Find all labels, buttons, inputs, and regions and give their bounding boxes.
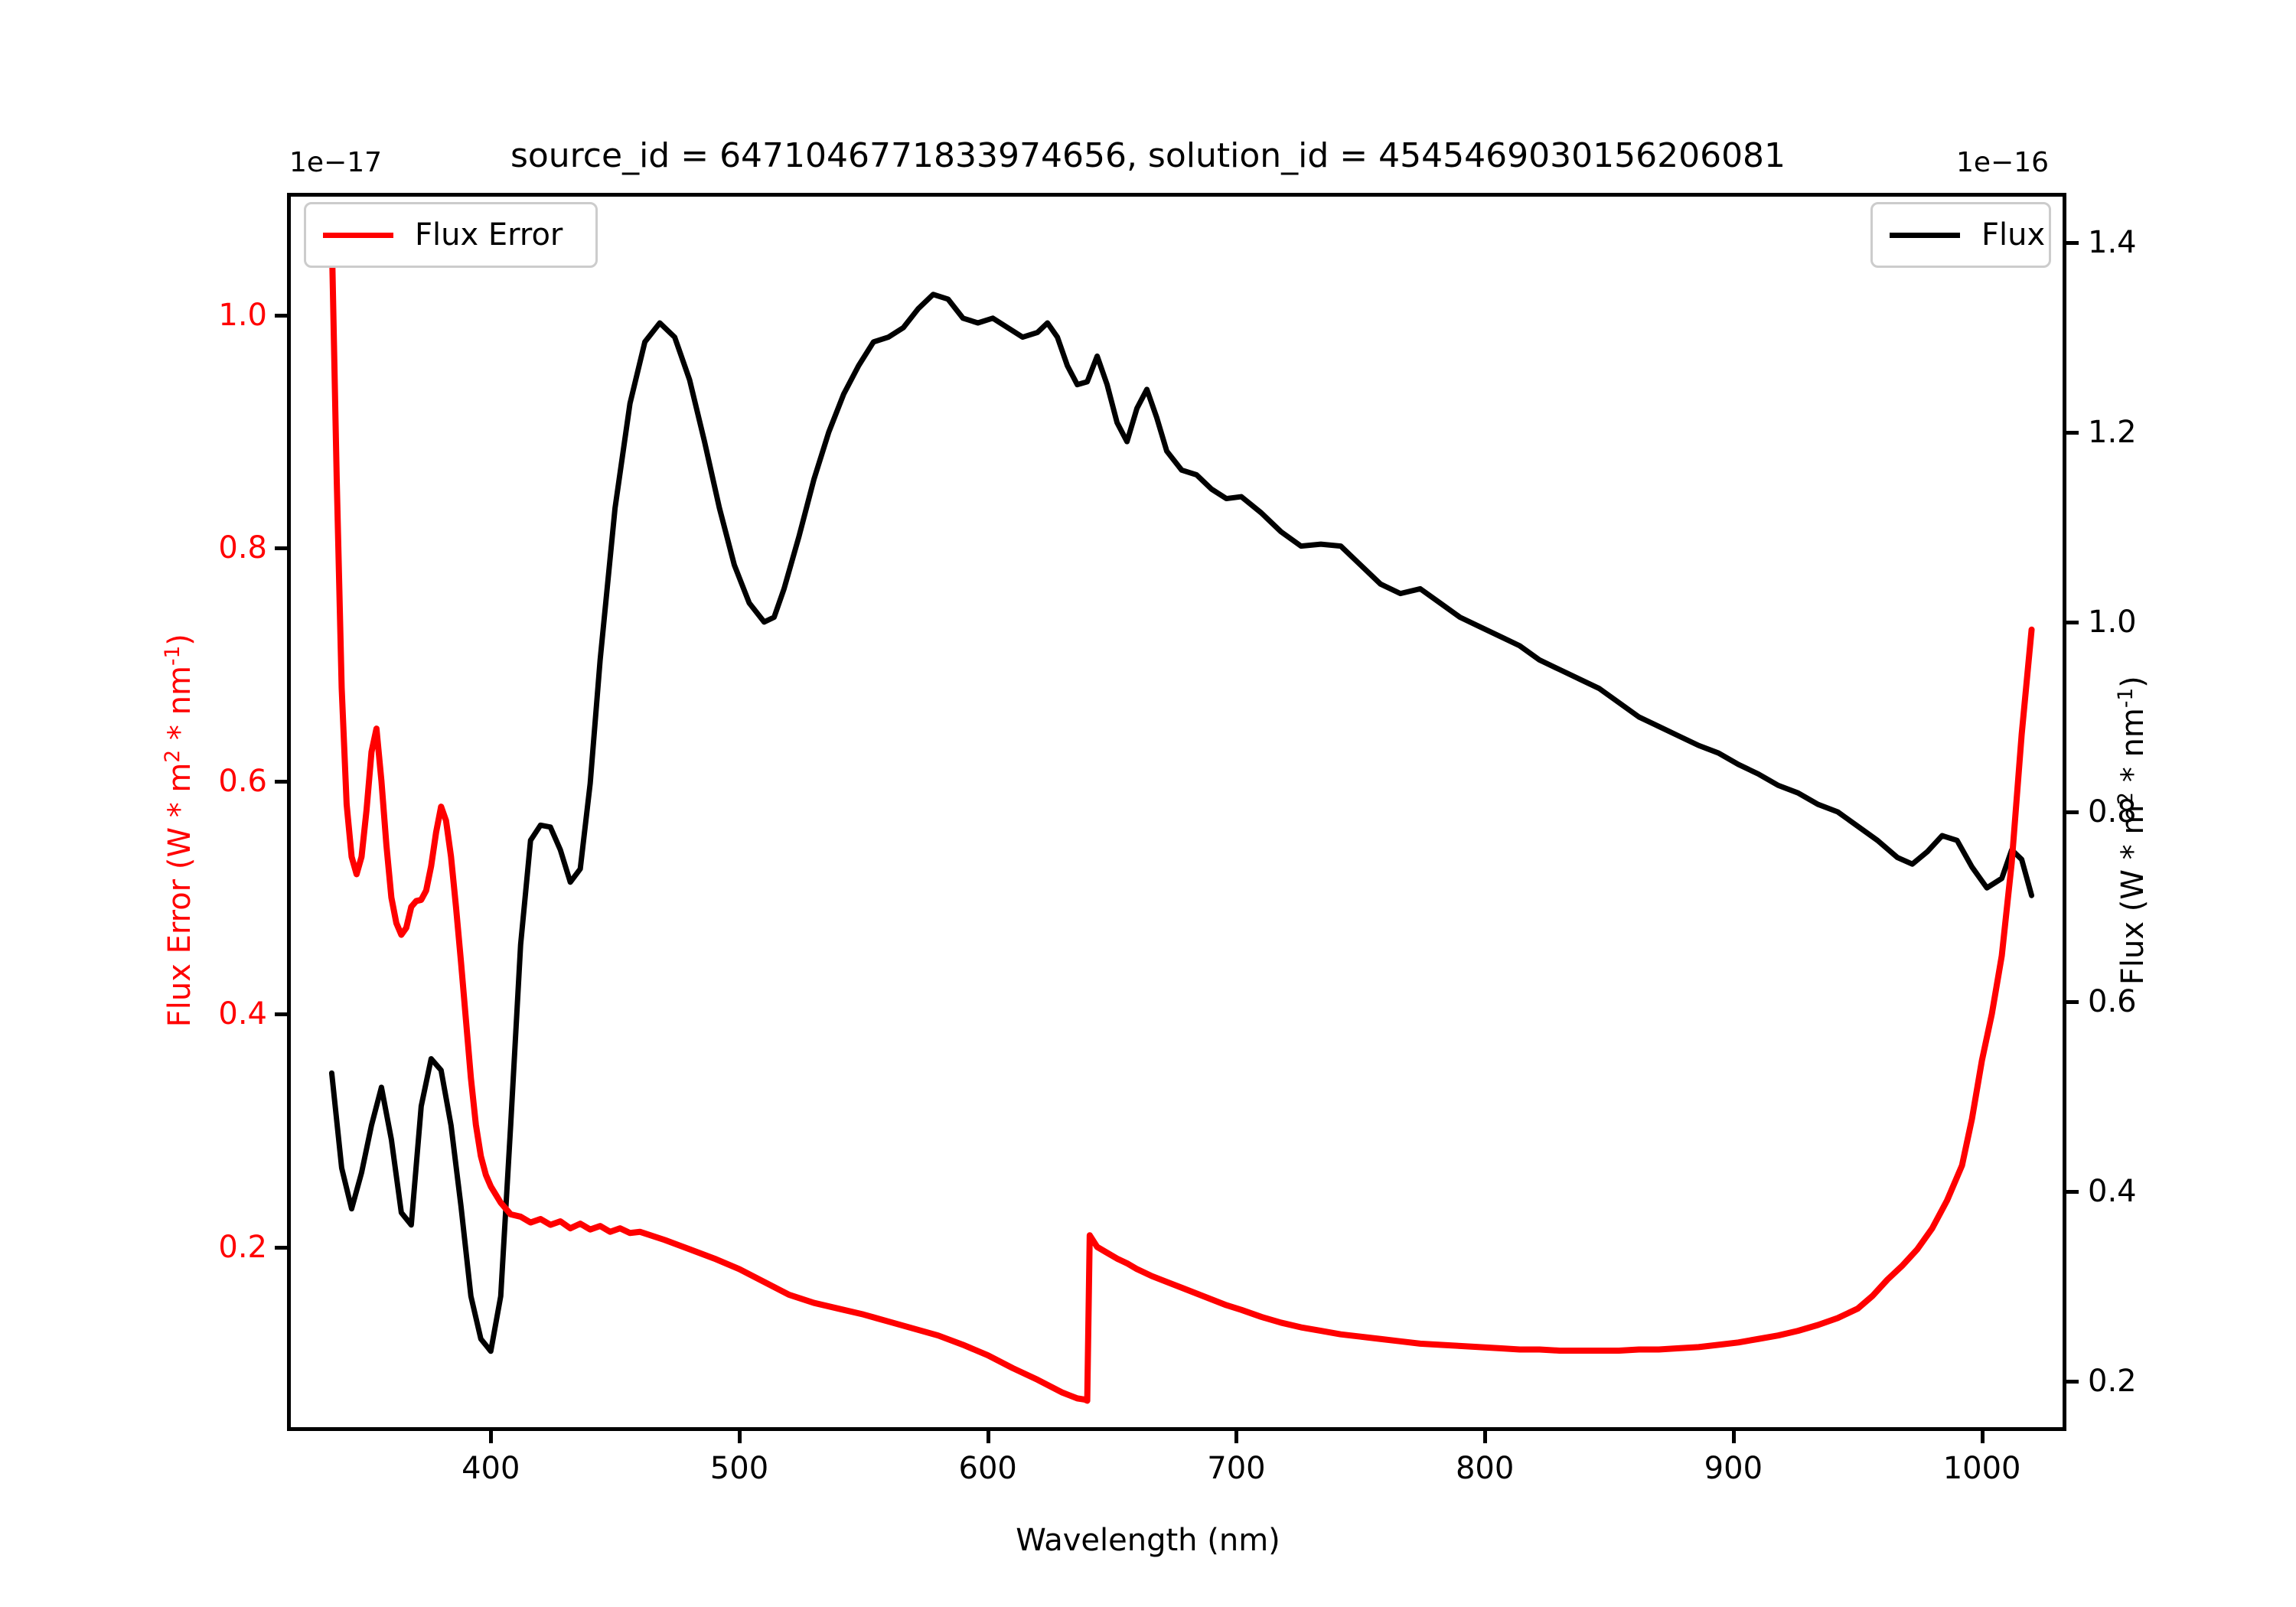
x-tick-label: 600 bbox=[958, 1451, 1017, 1486]
x-tick-label: 500 bbox=[709, 1451, 769, 1486]
right-y-tick-label: 0.2 bbox=[2088, 1364, 2137, 1400]
right-y-tickmark bbox=[2066, 1000, 2079, 1005]
x-tickmark bbox=[1731, 1431, 1736, 1443]
left-y-tick-label: 0.2 bbox=[218, 1229, 267, 1265]
x-tick-label: 900 bbox=[1704, 1451, 1763, 1486]
left-y-tickmark bbox=[275, 779, 287, 784]
right-y-tick-label: 0.6 bbox=[2088, 984, 2137, 1020]
left-y-tick-label: 1.0 bbox=[218, 297, 267, 333]
right-y-tickmark bbox=[2066, 620, 2079, 624]
x-axis-label: Wavelength (nm) bbox=[1016, 1523, 1280, 1558]
x-tickmark bbox=[737, 1431, 742, 1443]
right-y-tick-label: 1.0 bbox=[2088, 604, 2137, 640]
x-tick-label: 1000 bbox=[1942, 1451, 2021, 1486]
page-title: source_id = 6471046771833974656, solutio… bbox=[510, 136, 1786, 175]
x-tickmark bbox=[489, 1431, 494, 1443]
flux-series-line bbox=[328, 292, 2035, 1354]
right-y-tickmark bbox=[2066, 1190, 2079, 1195]
x-tickmark bbox=[986, 1431, 990, 1443]
right-y-tick-label: 0.8 bbox=[2088, 794, 2137, 830]
legend-flux[interactable]: Flux bbox=[1870, 202, 2051, 268]
left-y-tickmark bbox=[275, 1245, 287, 1250]
left-y-tickmark bbox=[275, 313, 287, 318]
spectrum-plot-area bbox=[328, 230, 2035, 1404]
left-y-tick-label: 0.6 bbox=[218, 763, 267, 799]
right-y-tick-label: 1.2 bbox=[2088, 414, 2137, 450]
flux-error-line-swatch-icon bbox=[323, 232, 393, 238]
left-axis-offset-text: 1e−17 bbox=[289, 147, 383, 178]
x-tick-label: 400 bbox=[461, 1451, 520, 1486]
x-tick-label: 700 bbox=[1207, 1451, 1266, 1486]
x-tickmark bbox=[1234, 1431, 1239, 1443]
left-y-tickmark bbox=[275, 546, 287, 551]
left-y-tickmark bbox=[275, 1012, 287, 1017]
flux-line-swatch-icon bbox=[1890, 232, 1960, 238]
right-y-tickmark bbox=[2066, 810, 2079, 814]
right-y-tickmark bbox=[2066, 1380, 2079, 1384]
right-y-tickmark bbox=[2066, 240, 2079, 245]
right-axis-offset-text: 1e−16 bbox=[1956, 147, 2050, 178]
left-y-tick-label: 0.4 bbox=[218, 996, 267, 1032]
legend-flux-label: Flux bbox=[1981, 217, 2046, 253]
legend-flux-error[interactable]: Flux Error bbox=[304, 202, 598, 268]
x-tickmark bbox=[1980, 1431, 1985, 1443]
x-tick-label: 800 bbox=[1455, 1451, 1515, 1486]
flux-error-series-line bbox=[328, 230, 2035, 1404]
right-y-tick-label: 1.4 bbox=[2088, 224, 2137, 260]
right-y-tickmark bbox=[2066, 430, 2079, 435]
left-y-axis-label: Flux Error (W * m2 * nm-1) bbox=[160, 634, 198, 1028]
right-y-axis-label: Flux (W * m2 * nm-1) bbox=[2113, 676, 2151, 986]
legend-flux-error-label: Flux Error bbox=[415, 217, 563, 253]
right-y-tick-label: 0.4 bbox=[2088, 1174, 2137, 1210]
left-y-tick-label: 0.8 bbox=[218, 530, 267, 566]
x-tickmark bbox=[1483, 1431, 1488, 1443]
